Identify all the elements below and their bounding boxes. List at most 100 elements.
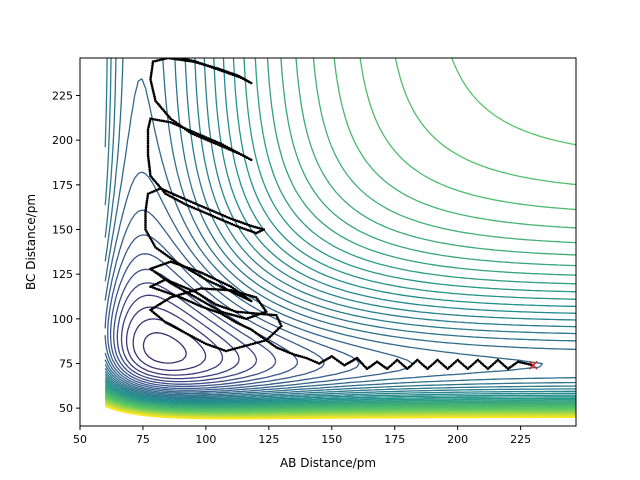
trajectory-point (162, 58, 166, 61)
trajectory-point (165, 279, 169, 282)
trajectory-point (243, 222, 247, 226)
trajectory-point (169, 281, 172, 285)
x-tick-label: 50 (73, 433, 87, 446)
trajectory-point (394, 360, 397, 363)
contour-line (104, 58, 576, 408)
trajectory-point (189, 269, 193, 272)
trajectory-point (144, 212, 147, 216)
trajectory-point (156, 304, 160, 307)
trajectory-point (203, 211, 206, 214)
trajectory-point (275, 346, 278, 349)
trajectory-point (448, 366, 451, 369)
trajectory-point (276, 316, 279, 319)
trajectory-point (463, 364, 466, 368)
trajectory-point (153, 118, 157, 121)
trajectory-point (197, 287, 200, 291)
trajectory-point (235, 219, 239, 223)
trajectory-markers (528, 360, 538, 370)
trajectory-point (181, 297, 184, 300)
trajectory-point (225, 71, 228, 74)
trajectory-point (144, 208, 148, 211)
trajectory-point (171, 261, 174, 264)
trajectory-point (232, 291, 236, 295)
trajectory-point (236, 315, 240, 318)
trajectory-point (200, 62, 204, 65)
trajectory-point (149, 117, 152, 120)
trajectory-point (279, 347, 282, 351)
trajectory-point (518, 360, 522, 364)
trajectory-point (165, 261, 168, 265)
trajectory-point (164, 120, 168, 123)
trajectory-point (171, 121, 174, 125)
trajectory-point (151, 60, 155, 63)
trajectory-point (206, 287, 209, 291)
trajectory-point (261, 305, 264, 308)
trajectory-point (254, 313, 258, 317)
trajectory-point (190, 59, 193, 62)
trajectory-point (231, 149, 234, 153)
trajectory-point (172, 196, 175, 200)
trajectory-point (270, 334, 273, 337)
trajectory-point (278, 320, 281, 324)
trajectory-point (175, 58, 178, 61)
trajectory-point (488, 366, 491, 369)
trajectory-point (213, 277, 217, 281)
trajectory-point (210, 209, 214, 212)
trajectory-point (230, 313, 233, 316)
trajectory-point (181, 196, 185, 200)
trajectory-point (218, 144, 222, 147)
x-tick-label: 225 (510, 433, 531, 446)
trajectory-point (206, 279, 210, 282)
trajectory-point (231, 73, 234, 76)
y-tick-label: 125 (52, 268, 73, 281)
trajectory-point (163, 277, 167, 281)
trajectory-point (182, 285, 185, 289)
contour-line (104, 58, 576, 412)
trajectory-point (151, 88, 155, 92)
trajectory-point (152, 91, 155, 94)
trajectory-point (162, 119, 166, 123)
trajectory-point (210, 140, 214, 144)
trajectory-point (397, 360, 401, 363)
trajectory-point (195, 288, 198, 292)
trajectory-point (165, 253, 168, 257)
trajectory-point (201, 272, 205, 275)
trajectory-point (279, 322, 282, 326)
trajectory-point (189, 300, 193, 304)
trajectory-point (144, 210, 147, 213)
trajectory-point (199, 209, 202, 212)
contour-line (104, 58, 576, 399)
trajectory-point (161, 251, 165, 254)
trajectory-point (239, 153, 243, 156)
trajectory-point (167, 255, 170, 258)
trajectory-point (187, 199, 191, 203)
trajectory-point (235, 346, 239, 350)
y-tick-label: 75 (59, 357, 73, 370)
trajectory-point (149, 73, 153, 77)
trajectory-point (152, 93, 156, 96)
trajectory-point (406, 367, 409, 371)
trajectory-point (206, 138, 209, 142)
x-tick-label: 150 (321, 433, 342, 446)
trajectory-point (204, 206, 208, 210)
trajectory-point (145, 203, 148, 207)
trajectory-point (422, 364, 426, 368)
trajectory-point (194, 337, 198, 340)
trajectory-point (183, 58, 187, 61)
trajectory-point (245, 79, 249, 83)
trajectory-point (258, 340, 261, 344)
trajectory-point (196, 61, 200, 64)
trajectory-point (176, 261, 179, 265)
trajectory-point (269, 342, 273, 345)
trajectory-point (151, 62, 154, 66)
trajectory-point (197, 270, 201, 274)
trajectory-point (147, 163, 151, 167)
trajectory-point (414, 360, 418, 363)
trajectory-point (227, 147, 230, 151)
trajectory-point (211, 276, 215, 280)
trajectory-point (148, 236, 152, 239)
trajectory-point (493, 361, 496, 365)
trajectory-point (214, 67, 218, 70)
trajectory-point (150, 69, 154, 72)
trajectory-point (426, 367, 429, 371)
